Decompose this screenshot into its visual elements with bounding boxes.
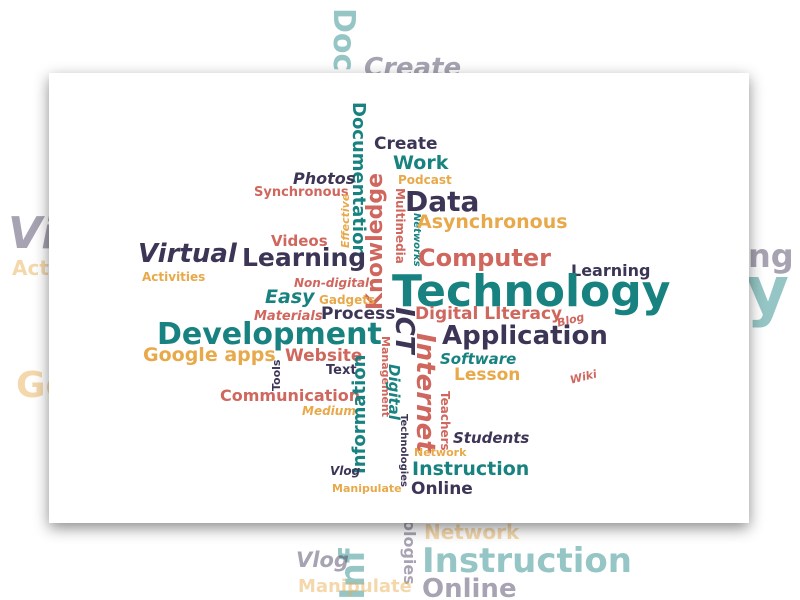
word-gadgets: Gadgets [319,293,376,307]
bg-word-y: y [746,252,790,329]
bg-word-ng: ng [748,237,794,275]
word-virtual: Virtual [138,239,237,269]
word-videos: Videos [271,232,328,250]
word-instruction: Instruction [412,458,530,480]
word-development: Development [157,317,382,352]
word-podcast: Podcast [398,173,452,187]
word-text: Text [326,363,357,378]
word-online: Online [411,479,473,499]
word-synchronous: Synchronous [254,185,349,200]
word-wiki: Wiki [568,367,599,387]
word-easy: Easy [265,286,315,308]
bg-word-act: Act [12,256,49,280]
word-computer: Computer [418,244,551,272]
word-internet: Internet [410,333,440,453]
bg-word-instruction: Instruction [422,541,632,581]
word-process: Process [321,304,396,324]
word-students: Students [453,429,530,447]
bg-word-online: Online [422,574,517,600]
word-communication: Communication [220,386,361,405]
word-digital-literacy: Digital LIteracy [415,304,563,324]
word-photos: Photos [293,169,356,188]
word-effective: Effective [339,193,352,248]
word-vlog: Vlog [330,464,361,478]
word-information: Information [349,354,370,474]
word-software: Software [440,350,517,368]
word-create: Create [374,134,438,154]
word-activities: Activities [142,270,206,284]
word-lesson: Lesson [454,365,521,385]
word-work: Work [393,152,449,174]
word-network: Network [414,446,467,459]
word-learning: Learning [242,243,367,272]
word-teachers: Teachers [438,391,452,451]
word-website: Website [285,346,363,366]
word-application: Application [442,321,608,351]
word-manipulate: Manipulate [332,482,402,495]
word-medium: Medium [302,404,356,418]
word-non-digital: Non-digital [294,276,370,290]
word-google-apps: Google apps [143,344,276,366]
word-materials: Materials [254,309,323,324]
word-cloud-card: Documentation Create Work Photos Podcast… [49,73,749,523]
word-digital: Digital [385,364,403,420]
bg-word-vlog: Vlog [296,548,349,572]
word-technologies: Technologies [398,414,409,487]
word-data: Data [405,185,480,218]
word-technology: Technology [392,266,671,317]
bg-word-manipulate: Manipulate [298,576,412,597]
word-asynchronous: Asynchronous [417,211,568,233]
bg-word-vi: Vi [8,208,57,259]
bg-word-network: Network [424,520,520,544]
word-learning-small: Learning [571,261,651,280]
